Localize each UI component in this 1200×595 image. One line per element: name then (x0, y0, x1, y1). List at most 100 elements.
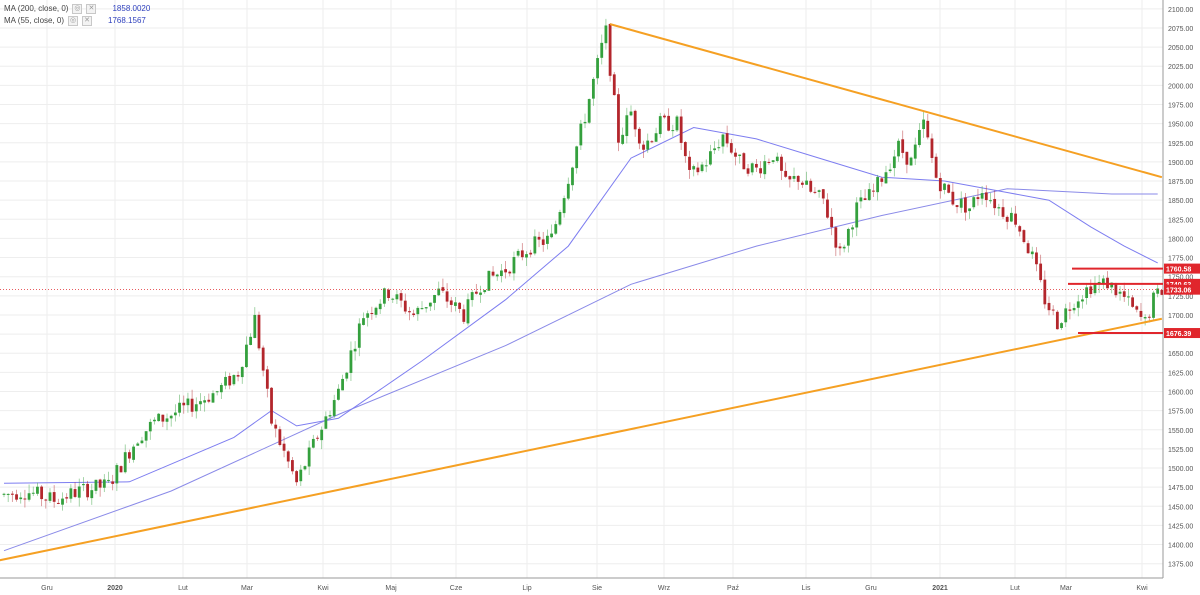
candle (1001, 207, 1005, 217)
candle (608, 24, 612, 76)
candle (888, 169, 892, 172)
candle (1076, 301, 1080, 308)
candle (876, 177, 880, 193)
candle (395, 294, 399, 300)
candle (1018, 226, 1022, 232)
candle (416, 307, 420, 315)
candle (111, 481, 115, 484)
candle (102, 479, 106, 488)
candle (1026, 243, 1030, 254)
candle (408, 311, 411, 313)
candle (842, 246, 846, 249)
candle (1072, 308, 1076, 311)
candle (257, 314, 261, 349)
candle (717, 147, 721, 149)
candle (77, 486, 81, 498)
candle (1160, 290, 1164, 295)
candle (892, 156, 896, 169)
x-tick-label: Cze (450, 585, 463, 592)
candle (579, 123, 583, 146)
y-tick-label: 1950.00 (1168, 122, 1193, 129)
candle (633, 110, 637, 130)
candle (901, 139, 905, 153)
candle (654, 133, 658, 142)
candle (445, 291, 449, 302)
y-tick-label: 1975.00 (1168, 102, 1193, 109)
x-tick-label: Mar (1060, 585, 1073, 592)
price-tag (1164, 328, 1200, 339)
candle (274, 424, 278, 429)
candle (1081, 299, 1084, 302)
candle (1139, 310, 1143, 317)
candle (612, 74, 616, 96)
candle (207, 399, 211, 402)
candle (320, 429, 324, 441)
settings-icon[interactable]: ◎ (68, 16, 79, 26)
candle (637, 128, 641, 144)
candle (800, 182, 804, 185)
candle (851, 227, 854, 230)
candle (571, 167, 574, 186)
y-tick-label: 1600.00 (1168, 389, 1193, 396)
candle (1022, 230, 1026, 243)
candle (738, 154, 742, 156)
candle (1014, 213, 1017, 225)
candle (554, 224, 558, 234)
candle (1118, 291, 1122, 294)
candle (428, 302, 432, 307)
candle (926, 120, 930, 138)
candle (31, 492, 35, 494)
candle (625, 115, 629, 137)
candle (704, 165, 708, 167)
candle (500, 270, 503, 277)
y-tick-label: 2100.00 (1168, 7, 1193, 14)
candle (671, 130, 675, 132)
y-tick-label: 1450.00 (1168, 504, 1193, 511)
candle (1114, 283, 1118, 296)
candle (316, 437, 319, 439)
candle (433, 294, 436, 303)
candle (1009, 212, 1013, 222)
candle (984, 192, 988, 201)
candle (144, 431, 148, 441)
close-icon[interactable]: ✕ (82, 16, 93, 26)
candle (56, 502, 60, 504)
x-tick-label: Lut (1010, 585, 1020, 592)
candle (236, 375, 240, 377)
candle (94, 479, 98, 491)
candle (516, 250, 520, 256)
candle (136, 443, 140, 446)
candle (73, 489, 77, 497)
candle (504, 269, 507, 273)
price-tag-label: 1760.58 (1166, 267, 1191, 274)
candle (107, 479, 110, 481)
candle (491, 271, 495, 276)
candle (721, 134, 725, 147)
candle (424, 307, 428, 309)
candle (679, 116, 683, 143)
candle (378, 303, 382, 310)
price-tag (1164, 284, 1200, 295)
candle (48, 492, 52, 501)
candle (587, 99, 591, 123)
settings-icon[interactable]: ◎ (72, 4, 83, 14)
close-icon[interactable]: ✕ (86, 4, 97, 14)
candle (826, 199, 829, 218)
candle (311, 438, 315, 448)
legend-row-ma55: MA (55, close, 0) ◎ ✕ 1768.1567 (4, 15, 150, 27)
candle (746, 168, 750, 174)
candle (119, 466, 123, 473)
candle (466, 299, 470, 324)
candle (533, 236, 537, 254)
candle (345, 372, 349, 379)
y-tick-label: 2075.00 (1168, 26, 1193, 33)
candle (349, 350, 353, 373)
candle (165, 418, 169, 422)
candle (976, 197, 980, 200)
candle (922, 119, 925, 130)
candle (566, 183, 570, 199)
plot-area (0, 0, 1163, 578)
candle (980, 193, 984, 199)
candle (959, 198, 963, 208)
